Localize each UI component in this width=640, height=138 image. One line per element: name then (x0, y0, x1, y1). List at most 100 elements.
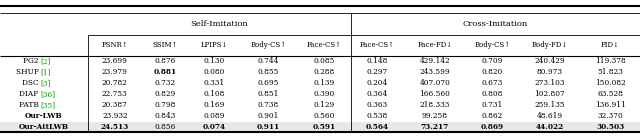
Text: 51.823: 51.823 (597, 68, 623, 76)
Text: Body-CS↑: Body-CS↑ (474, 41, 510, 49)
Text: 218.333: 218.333 (420, 101, 450, 109)
Text: 0.204: 0.204 (367, 79, 388, 87)
Text: [2]: [2] (41, 57, 51, 65)
Text: 150.082: 150.082 (595, 79, 625, 87)
Text: 30.503: 30.503 (596, 123, 624, 131)
Text: SHUP [1]: SHUP [1] (26, 68, 62, 76)
Text: 0.538: 0.538 (367, 112, 388, 120)
Text: 0.085: 0.085 (313, 57, 335, 65)
Text: 20.782: 20.782 (102, 79, 128, 87)
Text: 0.139: 0.139 (313, 79, 334, 87)
Text: 273.103: 273.103 (534, 79, 565, 87)
Text: 243.599: 243.599 (420, 68, 450, 76)
Text: 0.911: 0.911 (257, 123, 280, 131)
Text: Cross-Imitation: Cross-Imitation (463, 20, 528, 28)
Text: Face-CS↑: Face-CS↑ (360, 41, 395, 49)
Text: 80.973: 80.973 (537, 68, 563, 76)
Text: 0.074: 0.074 (202, 123, 226, 131)
Text: 136.911: 136.911 (595, 101, 625, 109)
Text: 0.673: 0.673 (482, 79, 503, 87)
Text: 0.297: 0.297 (367, 68, 388, 76)
Text: 259.135: 259.135 (534, 101, 565, 109)
Text: [3]: [3] (41, 79, 51, 87)
Text: 44.022: 44.022 (536, 123, 564, 131)
Text: 0.829: 0.829 (154, 90, 175, 98)
Text: 0.869: 0.869 (481, 123, 504, 131)
Text: Body-CS↑: Body-CS↑ (250, 41, 287, 49)
Text: [1]: [1] (41, 68, 51, 76)
Text: PG2: PG2 (23, 57, 41, 65)
Text: Face-FD↓: Face-FD↓ (417, 41, 452, 49)
Text: FID↓: FID↓ (601, 41, 620, 49)
Text: 24.513: 24.513 (100, 123, 129, 131)
Text: 0.731: 0.731 (482, 101, 503, 109)
Text: 240.429: 240.429 (534, 57, 565, 65)
Text: DIAF: DIAF (19, 90, 41, 98)
Text: 0.851: 0.851 (258, 90, 279, 98)
Text: 23.699: 23.699 (102, 57, 128, 65)
Text: 63.528: 63.528 (597, 90, 623, 98)
Text: 102.807: 102.807 (534, 90, 565, 98)
Text: 23.979: 23.979 (102, 68, 128, 76)
Text: 407.070: 407.070 (419, 79, 451, 87)
Text: 0.331: 0.331 (204, 79, 225, 87)
Text: 0.080: 0.080 (204, 68, 225, 76)
Text: 0.732: 0.732 (154, 79, 175, 87)
Text: PATB [35]: PATB [35] (26, 101, 63, 109)
Text: 0.820: 0.820 (482, 68, 503, 76)
Text: 0.695: 0.695 (258, 79, 279, 87)
Text: 0.108: 0.108 (204, 90, 225, 98)
Text: 0.591: 0.591 (312, 123, 335, 131)
Text: [36]: [36] (41, 90, 56, 98)
Text: 0.089: 0.089 (204, 112, 225, 120)
Bar (0, 122, 640, 132)
Text: 32.370: 32.370 (597, 112, 623, 120)
Text: 119.378: 119.378 (595, 57, 625, 65)
Text: PATB: PATB (19, 101, 41, 109)
Text: Body-FD↓: Body-FD↓ (532, 41, 568, 49)
Text: 0.901: 0.901 (258, 112, 279, 120)
Text: 0.364: 0.364 (367, 90, 388, 98)
Text: 0.390: 0.390 (313, 90, 334, 98)
Text: 0.744: 0.744 (258, 57, 279, 65)
Text: 0.148: 0.148 (367, 57, 388, 65)
Text: 0.738: 0.738 (258, 101, 279, 109)
Text: 23.932: 23.932 (102, 112, 128, 120)
Text: 0.169: 0.169 (204, 101, 225, 109)
Text: 0.881: 0.881 (154, 68, 177, 76)
Text: Our-LWB: Our-LWB (25, 112, 63, 120)
Text: Face-CS↑: Face-CS↑ (306, 41, 341, 49)
Text: 22.753: 22.753 (102, 90, 128, 98)
Text: 0.876: 0.876 (154, 57, 175, 65)
Text: 0.862: 0.862 (482, 112, 503, 120)
Text: PG2 [2]: PG2 [2] (30, 57, 58, 65)
Text: Self-Imitation: Self-Imitation (191, 20, 248, 28)
Text: DIAF [36]: DIAF [36] (26, 90, 63, 98)
Text: 429.142: 429.142 (420, 57, 450, 65)
Text: 0.288: 0.288 (313, 68, 334, 76)
Text: 0.808: 0.808 (482, 90, 503, 98)
Text: 99.258: 99.258 (422, 112, 448, 120)
Text: [35]: [35] (41, 101, 56, 109)
Text: 0.560: 0.560 (313, 112, 335, 120)
Text: 0.798: 0.798 (154, 101, 175, 109)
Text: Our-AttLWB: Our-AttLWB (19, 123, 69, 131)
Text: 0.843: 0.843 (154, 112, 175, 120)
Text: 0.709: 0.709 (482, 57, 503, 65)
Text: PSNR↑: PSNR↑ (102, 41, 128, 49)
Text: 0.855: 0.855 (258, 68, 279, 76)
Text: 0.564: 0.564 (366, 123, 389, 131)
Text: 48.619: 48.619 (537, 112, 563, 120)
Text: 73.217: 73.217 (420, 123, 449, 131)
Text: 0.363: 0.363 (367, 101, 388, 109)
Text: DSC: DSC (22, 79, 41, 87)
Text: 166.560: 166.560 (419, 90, 451, 98)
Text: 0.130: 0.130 (204, 57, 225, 65)
Text: LPIPS↓: LPIPS↓ (200, 41, 228, 49)
Text: DSC [3]: DSC [3] (29, 79, 59, 87)
Text: 0.856: 0.856 (154, 123, 175, 131)
Text: 0.129: 0.129 (313, 101, 334, 109)
Text: 20.387: 20.387 (102, 101, 128, 109)
Text: SHUP: SHUP (15, 68, 41, 76)
Text: SSIM↑: SSIM↑ (152, 41, 177, 49)
